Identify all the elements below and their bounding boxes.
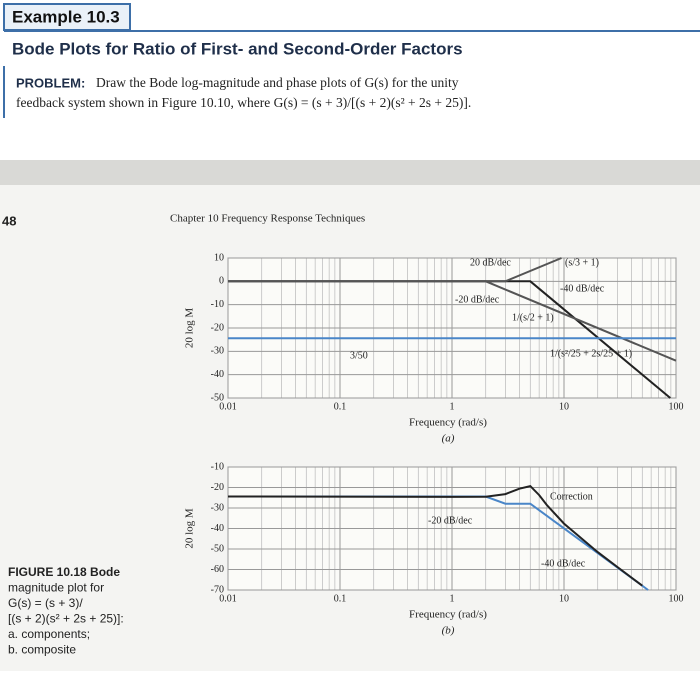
x-tick-label: 0.1 xyxy=(334,593,347,604)
annotation: 1/(s²/25 + 2s/25 + 1) xyxy=(550,348,632,359)
x-tick-label: 100 xyxy=(669,593,684,604)
caption-line: a. components; xyxy=(8,627,90,641)
y-tick-label: -70 xyxy=(211,584,224,595)
annotation: 20 dB/dec xyxy=(470,257,511,268)
x-tick-label: 0.01 xyxy=(219,401,237,412)
annotation: -20 dB/dec xyxy=(455,294,500,305)
x-tick-label: 10 xyxy=(559,593,569,604)
section-title: Bode Plots for Ratio of First- and Secon… xyxy=(12,39,463,58)
y-tick-label: -10 xyxy=(211,299,224,310)
series-line xyxy=(227,484,643,587)
example-tag: Example 10.3 xyxy=(12,7,120,26)
page-number: 48 xyxy=(2,213,16,228)
caption: FIGURE 10.18 Bode magnitude plot forG(s) … xyxy=(8,565,124,657)
annotation: (s/3 + 1) xyxy=(565,257,599,268)
y-tick-label: -50 xyxy=(211,543,224,554)
y-tick-label: -30 xyxy=(211,502,224,513)
annotation: 3/50 xyxy=(350,350,368,361)
running-head: Chapter 10 Frequency Response Techniques xyxy=(170,213,365,225)
caption-line: b. composite xyxy=(8,643,76,657)
annotation: -20 dB/dec xyxy=(428,515,473,526)
problem-label: PROBLEM: xyxy=(16,75,85,90)
problem-line: feedback system shown in Figure 10.10, w… xyxy=(16,95,471,110)
x-tick-label: 0.01 xyxy=(219,593,237,604)
x-tick-label: 0.1 xyxy=(334,401,347,412)
caption-line: [(s + 2)(s² + 2s + 25)]: xyxy=(8,612,124,626)
annotation: -40 dB/dec xyxy=(560,283,605,294)
y-tick-label: -20 xyxy=(211,322,224,333)
annotation: -40 dB/dec xyxy=(541,558,586,569)
y-axis-label: 20 log M xyxy=(184,508,196,549)
y-tick-label: -30 xyxy=(211,346,224,357)
y-tick-label: 0 xyxy=(219,276,224,287)
caption-line: FIGURE 10.18 Bode xyxy=(8,565,120,579)
annotation: Correction xyxy=(550,491,593,502)
caption-line: magnitude plot for xyxy=(8,581,104,595)
problem-line: Draw the Bode log-magnitude and phase pl… xyxy=(96,75,459,90)
x-tick-label: 100 xyxy=(669,401,684,412)
y-tick-label: 10 xyxy=(214,252,224,263)
y-tick-label: -20 xyxy=(211,482,224,493)
panel-label: (b) xyxy=(442,625,455,637)
x-tick-label: 10 xyxy=(559,401,569,412)
series-line xyxy=(228,280,677,362)
panel-label: (a) xyxy=(442,433,455,445)
y-tick-label: -10 xyxy=(211,461,224,472)
annotation: 1/(s/2 + 1) xyxy=(512,312,554,323)
y-tick-label: -40 xyxy=(211,369,224,380)
x-axis-label: Frequency (rad/s) xyxy=(409,417,487,429)
y-axis-label: 20 log M xyxy=(184,308,196,349)
y-tick-label: -60 xyxy=(211,564,224,575)
x-axis-label: Frequency (rad/s) xyxy=(409,609,487,621)
x-tick-label: 1 xyxy=(450,401,455,412)
x-tick-label: 1 xyxy=(450,593,455,604)
y-tick-label: -50 xyxy=(211,392,224,403)
page-gap xyxy=(0,160,700,185)
caption-line: G(s) = (s + 3)/ xyxy=(8,596,83,610)
y-tick-label: -40 xyxy=(211,523,224,534)
